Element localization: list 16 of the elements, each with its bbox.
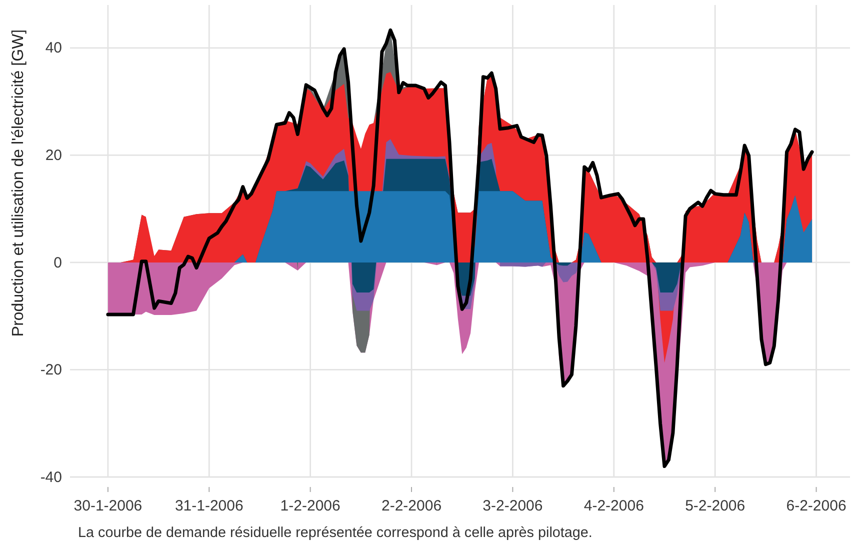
x-tick-label: 5-2-2006 bbox=[685, 498, 746, 515]
y-tick-label: 40 bbox=[45, 40, 62, 57]
x-tick-label: 3-2-2006 bbox=[482, 498, 543, 515]
y-tick-label: 0 bbox=[54, 254, 62, 272]
y-axis-title: Production et utilisation de l'électricité [GW] bbox=[10, 29, 27, 337]
y-tick-label: -40 bbox=[40, 468, 62, 486]
x-tick-label: 4-2-2006 bbox=[584, 498, 644, 515]
x-tick-label: 6-2-2006 bbox=[786, 498, 846, 515]
x-tick-label: 1-2-2006 bbox=[280, 498, 340, 515]
x-tick-label: 30-1-2006 bbox=[74, 498, 142, 515]
x-tick-label: 31-1-2006 bbox=[174, 498, 244, 515]
y-tick-label: -20 bbox=[40, 362, 62, 379]
y-tick-label: 20 bbox=[45, 146, 62, 164]
text: La courbe de demande résiduelle représentée correspond à celle après pilotage. bbox=[78, 525, 592, 541]
x-tick-label: 2-2-2006 bbox=[381, 498, 442, 515]
line-series bbox=[106, 28, 814, 468]
